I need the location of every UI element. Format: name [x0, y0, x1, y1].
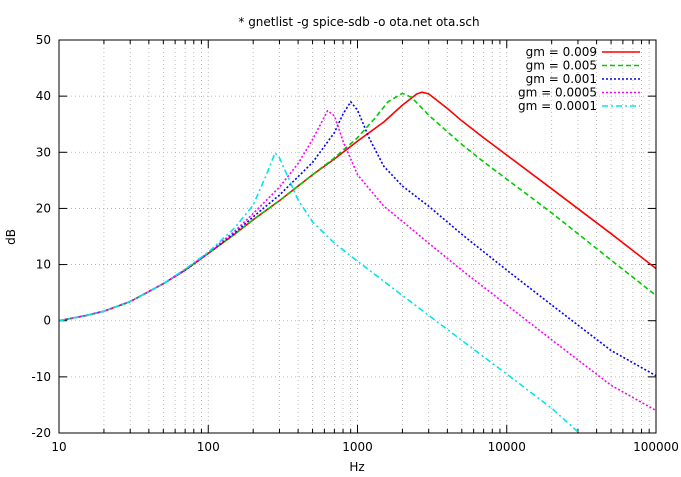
- x-tick-label: 1000: [342, 440, 373, 454]
- x-tick-label: 100000: [633, 440, 679, 454]
- y-tick-label: 10: [36, 258, 51, 272]
- series-line: [59, 91, 656, 322]
- series-line: [59, 92, 656, 322]
- x-tick-label: 100: [197, 440, 220, 454]
- legend-label: gm = 0.001: [526, 72, 597, 86]
- x-axis-label: Hz: [349, 460, 364, 474]
- grid: [59, 40, 656, 433]
- y-tick-label: 40: [36, 89, 51, 103]
- x-tick-label: 10: [51, 440, 66, 454]
- y-tick-label: 50: [36, 33, 51, 47]
- legend-label: gm = 0.009: [526, 45, 597, 59]
- y-axis-label: dB: [4, 229, 18, 245]
- x-tick-label: 10000: [488, 440, 526, 454]
- y-tick-label: -20: [31, 426, 51, 440]
- series-lines: [59, 91, 656, 433]
- y-tick-label: 20: [36, 201, 51, 215]
- y-tick-label: 30: [36, 145, 51, 159]
- legend-label: gm = 0.005: [526, 59, 597, 73]
- y-tick-label: 0: [43, 314, 51, 328]
- plot-frame: [58, 39, 657, 434]
- y-tick-label: -10: [31, 370, 51, 384]
- chart-title: * gnetlist -g spice-sdb -o ota.net ota.s…: [238, 15, 479, 29]
- series-line: [59, 101, 656, 377]
- series-line: [59, 152, 579, 433]
- legend-label: gm = 0.0001: [518, 99, 597, 113]
- legend-label: gm = 0.0005: [518, 86, 597, 100]
